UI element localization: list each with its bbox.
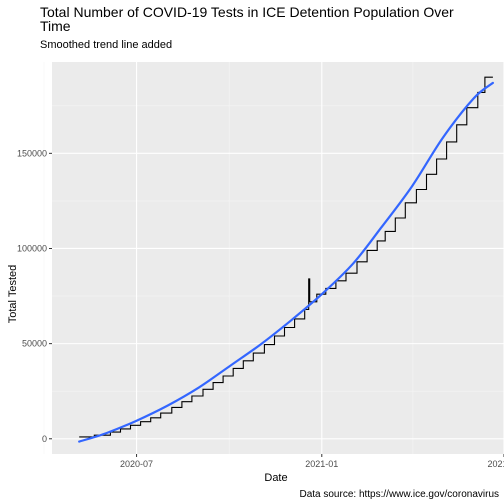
x-tick-label: 2020-07 <box>120 459 153 469</box>
y-tick-label: 50000 <box>22 339 47 349</box>
y-tick-label: 0 <box>42 434 47 444</box>
y-axis-label: Total Tested <box>7 264 19 324</box>
axis-ticks <box>49 152 504 457</box>
x-axis-label: Date <box>264 472 288 484</box>
y-tick-label: 150000 <box>17 148 47 158</box>
y-tick-label: 100000 <box>17 243 47 253</box>
chart-subtitle: Smoothed trend line added <box>40 39 173 51</box>
major-grid <box>52 62 504 454</box>
chart-title: Total Number of COVID-19 Tests in ICE De… <box>40 4 454 34</box>
x-tick-label: 2021-07 <box>487 459 504 469</box>
x-tick-label: 2021-01 <box>305 459 338 469</box>
minor-grid <box>43 62 504 454</box>
plot-panel <box>52 62 504 454</box>
tick-labels: 2020-07 2021-01 2021-07 0 50000 100000 150000 <box>17 148 504 469</box>
smoothed-trend-line <box>78 81 494 443</box>
observed-series-line <box>79 76 493 438</box>
chart-caption: Data source: https://www.ice.gov/coronav… <box>299 489 499 500</box>
